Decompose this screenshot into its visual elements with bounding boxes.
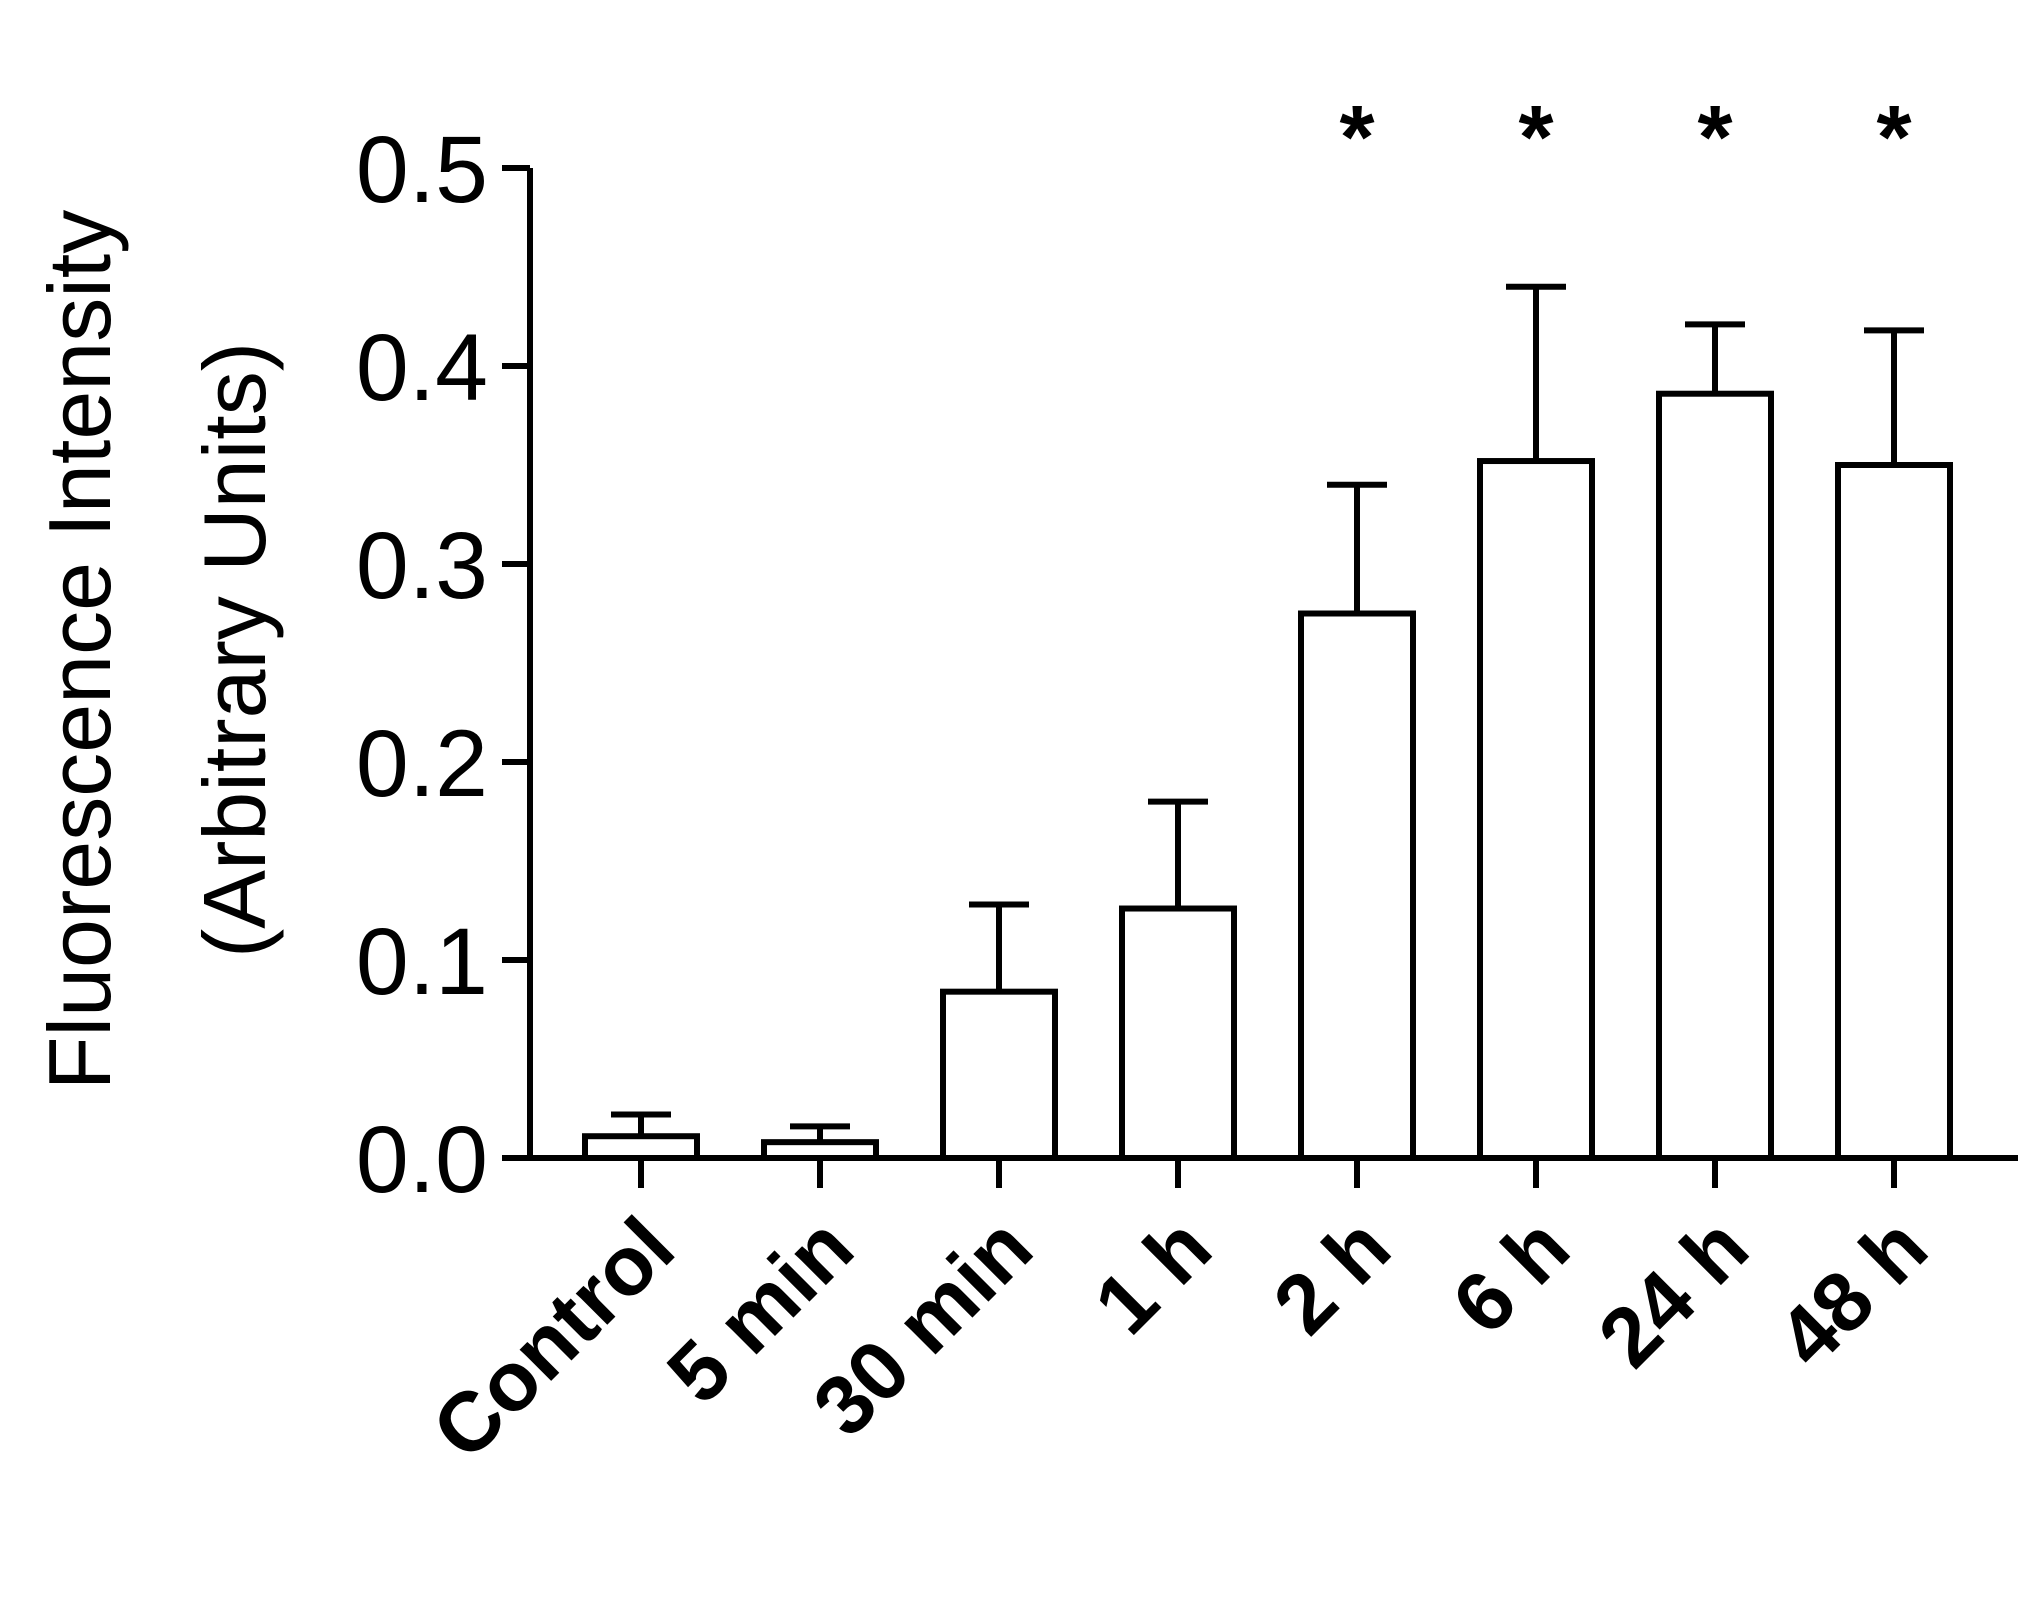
x-tick-label: 24 h <box>1580 1199 1765 1384</box>
x-tick-label: 6 h <box>1434 1199 1586 1351</box>
error-bars <box>611 283 1924 1143</box>
bar <box>1835 462 1953 1161</box>
bar <box>1298 610 1416 1161</box>
y-tick-label: 0.3 <box>356 513 488 619</box>
significance-asterisk: * <box>1339 88 1374 188</box>
bar <box>1656 390 1774 1162</box>
y-tick-label: 0.4 <box>356 315 488 421</box>
significance-marks: * * * * <box>1339 88 1911 188</box>
y-tick-label: 0.0 <box>356 1107 488 1213</box>
bar <box>761 1139 879 1162</box>
significance-asterisk: * <box>1876 88 1911 188</box>
bars <box>582 390 1953 1162</box>
bar <box>1119 905 1237 1162</box>
y-tick-label: 0.1 <box>356 909 488 1015</box>
bar <box>582 1133 700 1161</box>
y-axis-label-line2: (Arbitrary Units) <box>185 342 284 958</box>
y-axis-label-line1: Fluorescence Intensity <box>30 210 129 1090</box>
bar <box>1477 458 1595 1162</box>
x-tick-label: 48 h <box>1759 1199 1944 1384</box>
x-tick-label: 2 h <box>1255 1199 1407 1351</box>
significance-asterisk: * <box>1697 88 1732 188</box>
axes <box>502 165 2018 1188</box>
y-tick-label: 0.2 <box>356 711 488 817</box>
y-tick-labels: 0.0 0.1 0.2 0.3 0.4 0.5 <box>356 117 488 1213</box>
x-tick-label: Control <box>414 1199 692 1477</box>
y-tick-label: 0.5 <box>356 117 488 223</box>
x-tick-label: 1 h <box>1076 1199 1228 1351</box>
significance-asterisk: * <box>1518 88 1553 188</box>
bar <box>940 988 1058 1161</box>
y-axis-label: Fluorescence Intensity (Arbitrary Units) <box>30 210 284 1090</box>
